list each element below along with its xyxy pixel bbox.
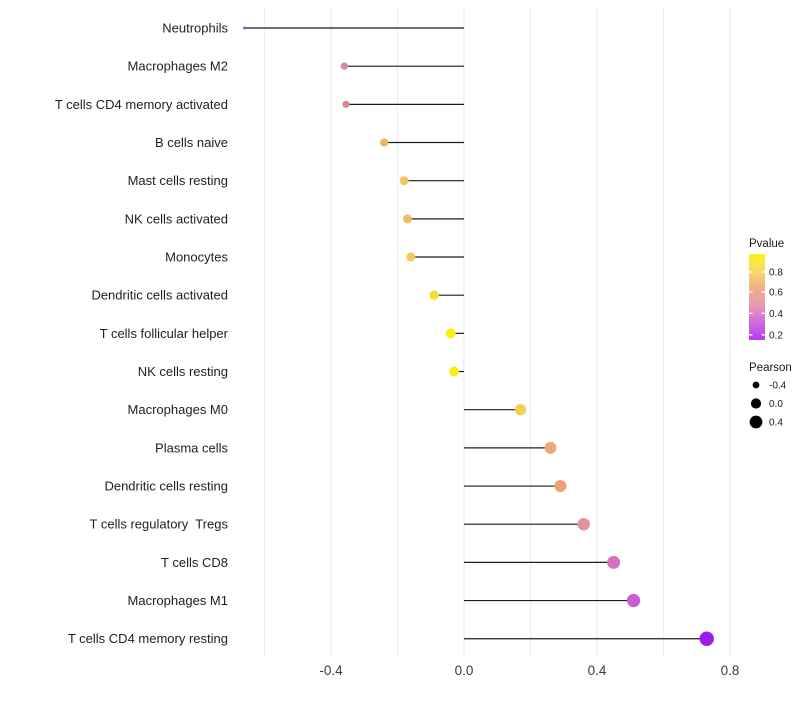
colorbar-tick-label: 0.2 (769, 330, 783, 341)
colorbar-tick-label: 0.6 (769, 287, 783, 298)
y-axis-label: T cells follicular helper (100, 326, 229, 341)
y-axis-label: T cells regulatory Tregs (90, 517, 229, 532)
pearson-size-dot (749, 415, 763, 429)
y-axis-label: T cells CD8 (161, 555, 228, 570)
data-point-dot (514, 404, 527, 416)
data-point-dot (399, 176, 409, 186)
x-axis-tick-label: 0.8 (721, 663, 740, 678)
data-point-dot (380, 138, 389, 147)
y-axis-label: Plasma cells (155, 440, 228, 455)
pearson-size-label: 0.0 (769, 399, 783, 410)
data-point-dot (406, 252, 416, 262)
y-axis-label: Macrophages M0 (128, 402, 228, 417)
y-axis-label: Macrophages M2 (128, 59, 228, 74)
data-point-dot (554, 480, 567, 493)
x-axis-tick-label: -0.4 (319, 663, 343, 678)
y-axis-label: Dendritic cells resting (104, 479, 228, 494)
y-axis-label: Macrophages M1 (128, 593, 228, 608)
pearson-size-label: -0.4 (769, 381, 787, 392)
data-point-dot (445, 328, 456, 339)
data-point-dot (577, 517, 590, 531)
data-point-dot (429, 290, 439, 300)
pearson-size-label: 0.4 (769, 418, 783, 429)
pvalue-legend-title: Pvalue (749, 238, 784, 250)
x-axis-tick-label: 0.0 (455, 663, 474, 678)
data-point-dot (449, 366, 460, 377)
y-axis-label: Monocytes (165, 250, 228, 265)
pearson-legend-title: Pearson (749, 362, 792, 374)
y-axis-label: NK cells resting (138, 364, 228, 379)
pearson-size-dot (750, 398, 762, 409)
data-point-dot (403, 214, 412, 224)
data-point-dot (607, 555, 621, 569)
y-axis-label: NK cells activated (125, 211, 228, 226)
colorbar-tick-label: 0.8 (769, 268, 783, 279)
y-axis-label: T cells CD4 memory activated (55, 97, 228, 112)
data-point-dot (342, 100, 350, 108)
pearson-size-dot (752, 381, 760, 389)
y-axis-label: Mast cells resting (128, 173, 228, 188)
x-axis-tick-label: 0.4 (588, 663, 607, 678)
data-point-dot (243, 26, 247, 30)
y-axis-label: Neutrophils (162, 21, 228, 36)
data-point-dot (340, 62, 348, 70)
y-axis-label: B cells naive (155, 135, 228, 150)
data-point-dot (699, 631, 714, 646)
pvalue-colorbar (749, 254, 765, 340)
data-point-dot (544, 441, 557, 454)
y-axis-label: T cells CD4 memory resting (68, 631, 228, 646)
y-axis-label: Dendritic cells activated (91, 288, 228, 303)
colorbar-tick-label: 0.4 (769, 309, 783, 320)
data-point-dot (626, 593, 641, 608)
